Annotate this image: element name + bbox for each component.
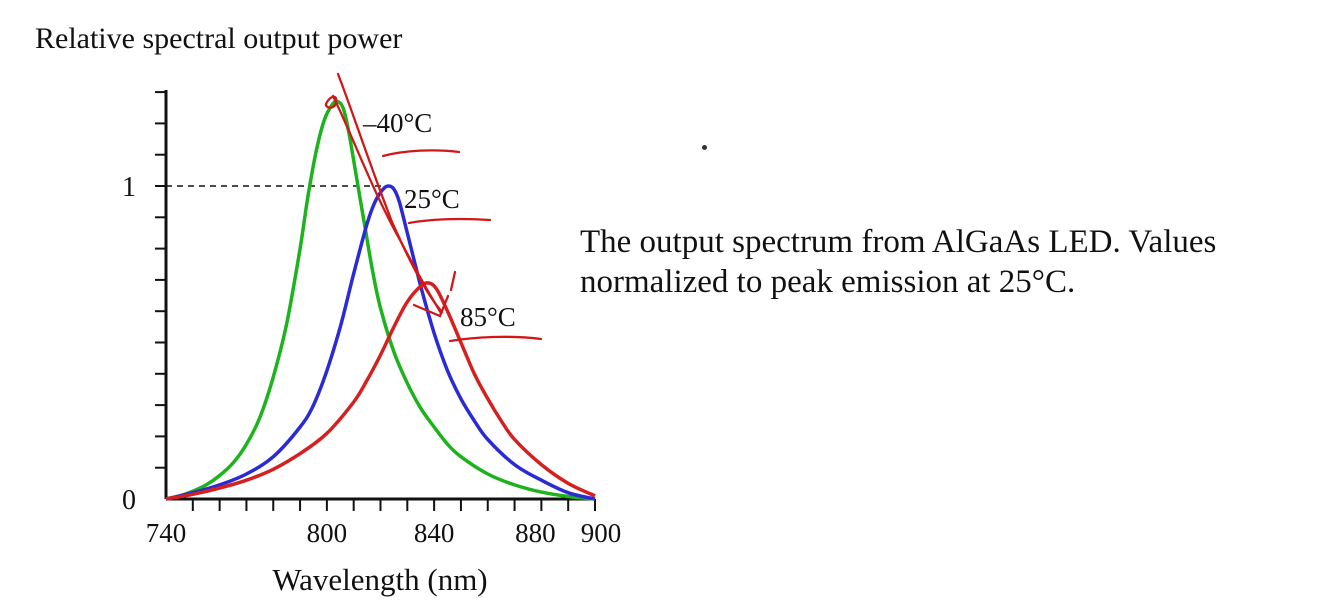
underline-85	[448, 335, 543, 343]
underline-25	[407, 217, 492, 225]
caption-line-2: normalized to peak emission at 25°C.	[580, 264, 1076, 300]
series-label-1: –40°C	[362, 108, 432, 138]
annotation-tick	[449, 270, 457, 292]
underline-minus40	[381, 149, 461, 158]
annotation-arrow-shaft-2	[331, 94, 443, 315]
stray-dot	[702, 145, 707, 150]
series-line-2	[165, 184, 596, 501]
y-axis-label: Relative spectral output power	[35, 22, 402, 55]
caption-line-1: The output spectrum from AlGaAs LED. Val…	[580, 224, 1217, 260]
series-label-2: 25°C	[404, 184, 460, 214]
x-axis-label: Wavelength (nm)	[272, 562, 487, 597]
y-tick-label: 1	[122, 172, 136, 203]
series-line-3	[165, 281, 596, 501]
x-tick-label: 840	[414, 518, 455, 548]
series-label-3: 85°C	[460, 302, 516, 332]
x-tick-label: 880	[515, 518, 556, 548]
series-line-1	[165, 99, 596, 501]
x-tick-label: 800	[307, 518, 348, 548]
x-tick-label: 740	[146, 518, 187, 548]
x-tick-label: 900	[581, 518, 622, 548]
y-tick-label: 0	[122, 485, 136, 516]
annotation-arrowhead	[412, 294, 450, 318]
caption-text: The output spectrum from AlGaAs LED. Val…	[580, 222, 1320, 302]
